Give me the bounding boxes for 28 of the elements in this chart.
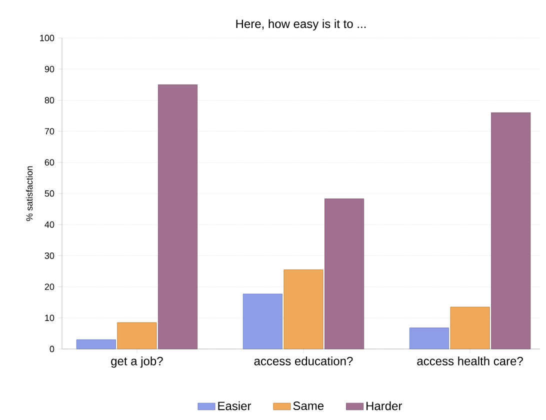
y-tick-label: 10 — [45, 314, 54, 322]
legend-label: Harder — [366, 401, 402, 410]
y-tick-label: 60 — [44, 159, 54, 166]
y-tick-label: 70 — [44, 128, 54, 134]
bar — [242, 294, 282, 350]
legend-label: Same — [293, 402, 324, 410]
bar — [158, 84, 198, 350]
chart-title: Here, how easy is it to ... — [236, 19, 366, 30]
bar — [450, 306, 490, 350]
y-tick-label: 0 — [50, 346, 54, 352]
y-tick-label: 30 — [44, 252, 54, 259]
bar — [76, 339, 116, 350]
bar — [117, 322, 157, 350]
bar — [284, 269, 324, 350]
bar — [491, 112, 531, 350]
y-axis-title: % satisfaction — [26, 166, 33, 221]
y-tick-label: 90 — [44, 66, 54, 72]
bar — [409, 328, 450, 350]
x-tick-label: access health care? — [417, 356, 523, 366]
y-tick-label: 80 — [44, 97, 54, 104]
y-tick-label: 50 — [44, 190, 54, 197]
x-tick-label: access education? — [254, 356, 353, 366]
x-tick-label: get a job? — [111, 356, 163, 368]
legend-label: Easier — [218, 401, 252, 410]
y-tick-label: 100 — [40, 34, 54, 42]
bar — [324, 198, 364, 350]
y-tick-label: 20 — [44, 284, 54, 290]
y-tick-label: 40 — [44, 221, 54, 228]
